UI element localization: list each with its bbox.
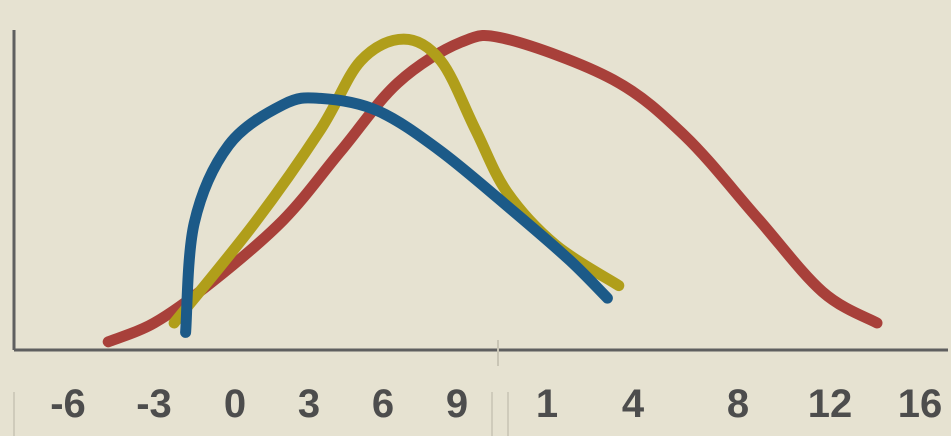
x-tick-label: -6 bbox=[50, 382, 86, 426]
x-tick-label: 3 bbox=[298, 382, 320, 426]
x-tick-label: 4 bbox=[622, 382, 645, 426]
x-tick-label: 12 bbox=[808, 382, 853, 426]
x-tick-label: 0 bbox=[224, 382, 246, 426]
x-tick-label: 9 bbox=[446, 382, 468, 426]
x-tick-label: 1 bbox=[536, 382, 558, 426]
x-tick-label: 16 bbox=[898, 382, 943, 426]
x-tick-labels: -6 -3 0 3 6 9 1 4 8 12 16 bbox=[50, 382, 942, 426]
x-tick-label: 6 bbox=[372, 382, 394, 426]
series-layer bbox=[102, 29, 883, 348]
x-tick-label: 8 bbox=[727, 382, 749, 426]
x-tick-label: -3 bbox=[136, 382, 172, 426]
series-line-3 bbox=[180, 92, 613, 338]
